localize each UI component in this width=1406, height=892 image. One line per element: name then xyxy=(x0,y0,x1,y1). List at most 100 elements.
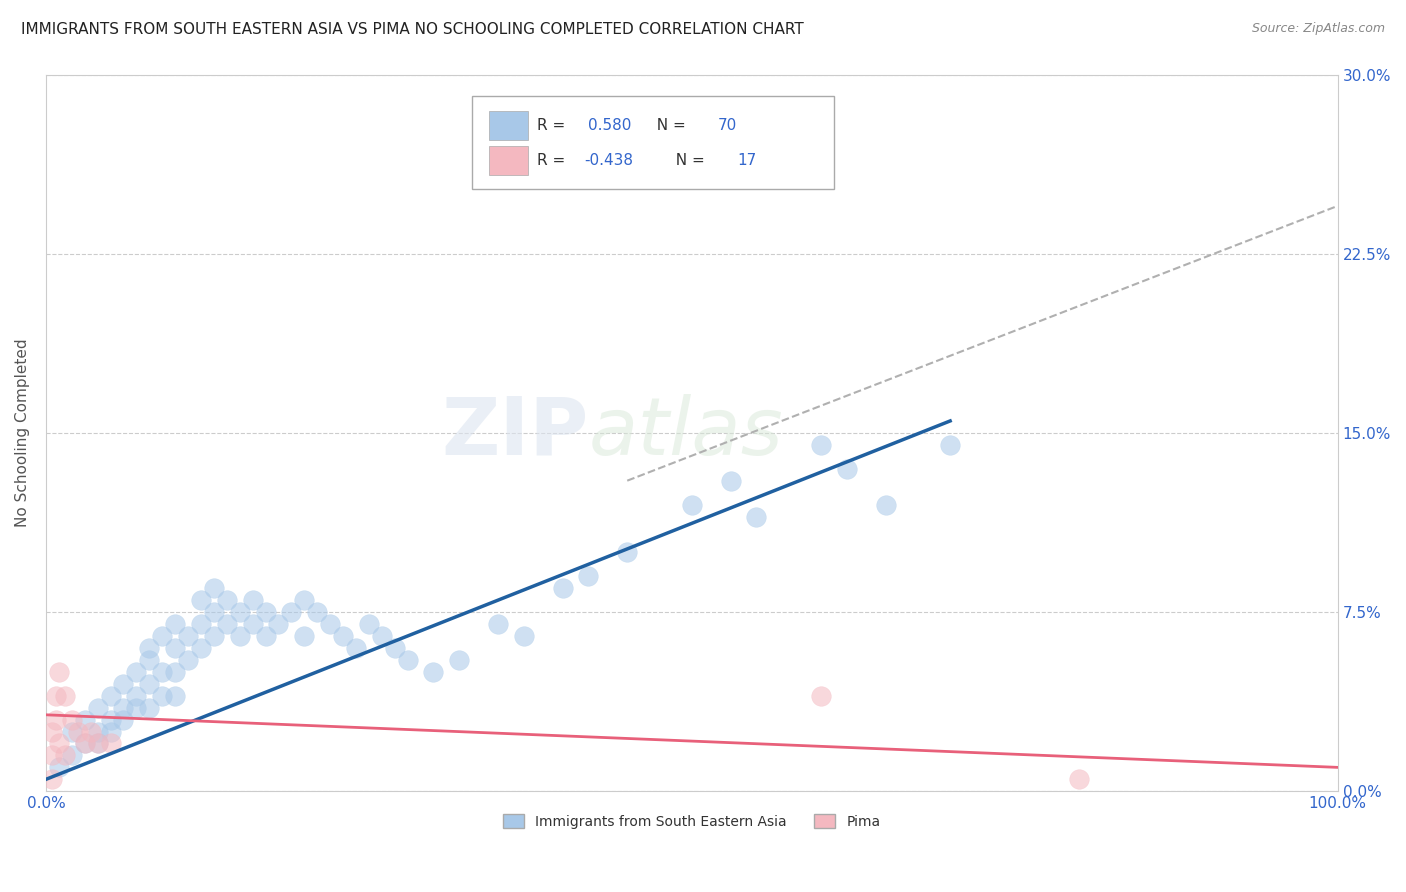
Point xyxy=(53,689,76,703)
Point xyxy=(73,737,96,751)
Point xyxy=(228,629,250,643)
Text: -0.438: -0.438 xyxy=(585,153,634,168)
Point xyxy=(125,700,148,714)
Point xyxy=(720,474,742,488)
Text: Source: ZipAtlas.com: Source: ZipAtlas.com xyxy=(1251,22,1385,36)
Point xyxy=(681,498,703,512)
Point xyxy=(86,700,108,714)
Point xyxy=(202,581,225,595)
Point xyxy=(60,713,83,727)
Point xyxy=(100,713,122,727)
Point xyxy=(45,689,67,703)
FancyBboxPatch shape xyxy=(489,146,527,175)
Point xyxy=(165,689,187,703)
Point xyxy=(100,724,122,739)
Point xyxy=(292,593,315,607)
Point xyxy=(745,509,768,524)
Text: R =: R = xyxy=(537,118,569,133)
Point xyxy=(138,677,160,691)
Point xyxy=(228,605,250,619)
Point xyxy=(307,605,329,619)
Point xyxy=(332,629,354,643)
Point xyxy=(190,617,212,632)
Point xyxy=(578,569,600,583)
Point xyxy=(45,713,67,727)
Point xyxy=(73,737,96,751)
Point xyxy=(80,724,103,739)
Point xyxy=(551,581,574,595)
Point xyxy=(371,629,394,643)
FancyBboxPatch shape xyxy=(472,96,834,189)
Point xyxy=(112,713,135,727)
Point xyxy=(810,689,832,703)
Point xyxy=(125,665,148,679)
Point xyxy=(150,665,173,679)
Point xyxy=(177,653,200,667)
Point xyxy=(41,724,63,739)
Point xyxy=(112,677,135,691)
Point xyxy=(150,629,173,643)
Point xyxy=(254,605,277,619)
Point xyxy=(215,617,238,632)
Text: IMMIGRANTS FROM SOUTH EASTERN ASIA VS PIMA NO SCHOOLING COMPLETED CORRELATION CH: IMMIGRANTS FROM SOUTH EASTERN ASIA VS PI… xyxy=(21,22,804,37)
Point xyxy=(202,629,225,643)
Point xyxy=(280,605,302,619)
Text: 17: 17 xyxy=(737,153,756,168)
Point xyxy=(138,653,160,667)
Point xyxy=(100,689,122,703)
Point xyxy=(835,461,858,475)
Point xyxy=(1069,772,1091,787)
Point xyxy=(449,653,471,667)
Text: N =: N = xyxy=(666,153,710,168)
Point xyxy=(616,545,638,559)
Point xyxy=(486,617,509,632)
Y-axis label: No Schooling Completed: No Schooling Completed xyxy=(15,339,30,527)
Point xyxy=(254,629,277,643)
Point xyxy=(190,593,212,607)
Point xyxy=(422,665,444,679)
Point xyxy=(60,724,83,739)
Text: N =: N = xyxy=(647,118,690,133)
Point xyxy=(53,748,76,763)
Point xyxy=(100,737,122,751)
Point xyxy=(138,700,160,714)
Point xyxy=(513,629,536,643)
Point xyxy=(86,724,108,739)
FancyBboxPatch shape xyxy=(489,112,527,140)
Text: atlas: atlas xyxy=(589,394,783,472)
Point xyxy=(165,617,187,632)
Point xyxy=(319,617,342,632)
Point xyxy=(242,617,264,632)
Text: 0.580: 0.580 xyxy=(589,118,631,133)
Point xyxy=(344,640,367,655)
Point xyxy=(112,700,135,714)
Point xyxy=(60,748,83,763)
Point xyxy=(242,593,264,607)
Point xyxy=(41,772,63,787)
Point xyxy=(165,665,187,679)
Point xyxy=(292,629,315,643)
Point xyxy=(396,653,419,667)
Point xyxy=(67,724,90,739)
Point xyxy=(939,438,962,452)
Point xyxy=(267,617,290,632)
Legend: Immigrants from South Eastern Asia, Pima: Immigrants from South Eastern Asia, Pima xyxy=(498,808,886,835)
Point xyxy=(150,689,173,703)
Point xyxy=(41,748,63,763)
Point xyxy=(215,593,238,607)
Point xyxy=(125,689,148,703)
Point xyxy=(138,640,160,655)
Text: 70: 70 xyxy=(717,118,737,133)
Point xyxy=(357,617,380,632)
Point xyxy=(48,665,70,679)
Point xyxy=(384,640,406,655)
Point xyxy=(48,737,70,751)
Point xyxy=(48,760,70,774)
Point xyxy=(73,713,96,727)
Point xyxy=(202,605,225,619)
Text: ZIP: ZIP xyxy=(441,394,589,472)
Point xyxy=(875,498,897,512)
Point xyxy=(86,737,108,751)
Text: R =: R = xyxy=(537,153,569,168)
Point xyxy=(86,737,108,751)
